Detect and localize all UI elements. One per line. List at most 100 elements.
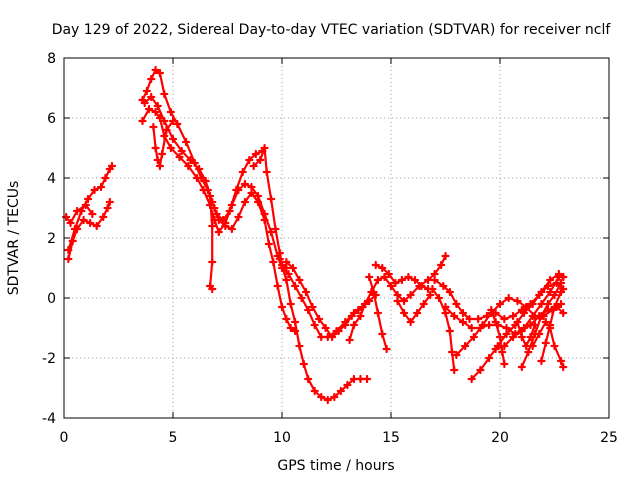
data-point [447,347,457,357]
data-point [151,107,160,117]
data-point [417,281,426,291]
data-point [500,341,509,351]
data-point [205,191,215,201]
data-point [410,275,420,285]
data-point [334,326,343,336]
data-point [290,281,300,291]
data-point [260,143,269,153]
data-point [404,272,413,282]
chart-title: Day 129 of 2022, Sidereal Day-to-day VTE… [52,22,612,38]
data-point [559,308,568,318]
data-point [151,65,160,75]
data-point [262,167,271,177]
data-point [452,299,461,309]
data-point [458,308,468,318]
data-point [419,299,428,309]
data-point [301,287,311,297]
x-tick-label: 5 [169,430,178,446]
data-point [149,122,158,132]
data-point [502,329,511,339]
data-point [79,215,88,225]
data-point [310,386,319,396]
x-tick-label: 10 [273,430,291,446]
data-point [308,302,317,312]
x-tick-label: 20 [491,430,509,446]
data-point [556,278,566,288]
data-point [500,314,509,324]
data-point [260,215,269,225]
series-track-g [149,116,178,171]
data-point [391,278,400,288]
data-point [96,182,106,192]
data-point [184,161,193,171]
data-point [426,290,435,300]
data-point [474,314,483,324]
data-point [537,299,546,309]
data-point [349,374,359,384]
data-point [277,302,287,312]
data-point [138,116,147,126]
data-point [214,215,223,225]
y-axis: -4 -2 0 2 4 6 8 [42,51,609,427]
data-point [151,143,160,153]
data-point [537,356,546,366]
series-track-k [282,257,363,342]
data-point [195,164,204,174]
data-point [556,299,566,309]
data-point [519,308,529,318]
data-point [360,299,369,309]
series-line [141,107,377,339]
y-tick-label: 6 [47,111,56,127]
data-point [144,104,154,114]
series-track-n [371,260,433,294]
series-track-u [487,305,509,369]
data-point [336,386,345,396]
data-point [550,302,559,312]
data-point [465,314,474,324]
x-tick-label: 15 [382,430,400,446]
data-point [550,290,559,300]
data-point [522,341,531,351]
data-point [413,308,422,318]
data-point [153,101,162,111]
data-point [369,287,378,297]
data-point [399,296,409,306]
data-point [86,218,95,228]
data-point [445,287,454,297]
data-point [491,344,500,354]
data-point [208,257,217,267]
data-point [508,332,518,342]
data-point [103,203,112,213]
data-point [458,317,468,327]
data-point [317,332,326,342]
data-point [175,152,184,162]
data-point [535,329,544,339]
data-point [267,194,276,204]
data-point [186,155,195,165]
data-point [382,344,391,354]
data-point [347,311,356,321]
data-point [282,275,291,285]
data-point [517,332,526,342]
data-point [423,275,433,285]
data-point [384,269,393,279]
data-point [356,311,365,321]
data-point [485,353,494,363]
data-point [240,197,250,207]
data-point [467,323,476,333]
data-point [406,317,415,327]
y-tick-label: -2 [42,351,56,367]
data-point [264,239,274,249]
series-layer [62,65,568,405]
data-point [177,146,186,156]
data-point [498,347,507,357]
data-point [162,125,171,135]
data-point [142,86,151,96]
data-point [500,359,509,369]
data-point [81,200,90,210]
data-point [461,341,470,351]
data-point [439,281,448,291]
data-point [147,92,156,102]
data-point [478,320,487,330]
y-tick-label: 0 [47,291,56,307]
